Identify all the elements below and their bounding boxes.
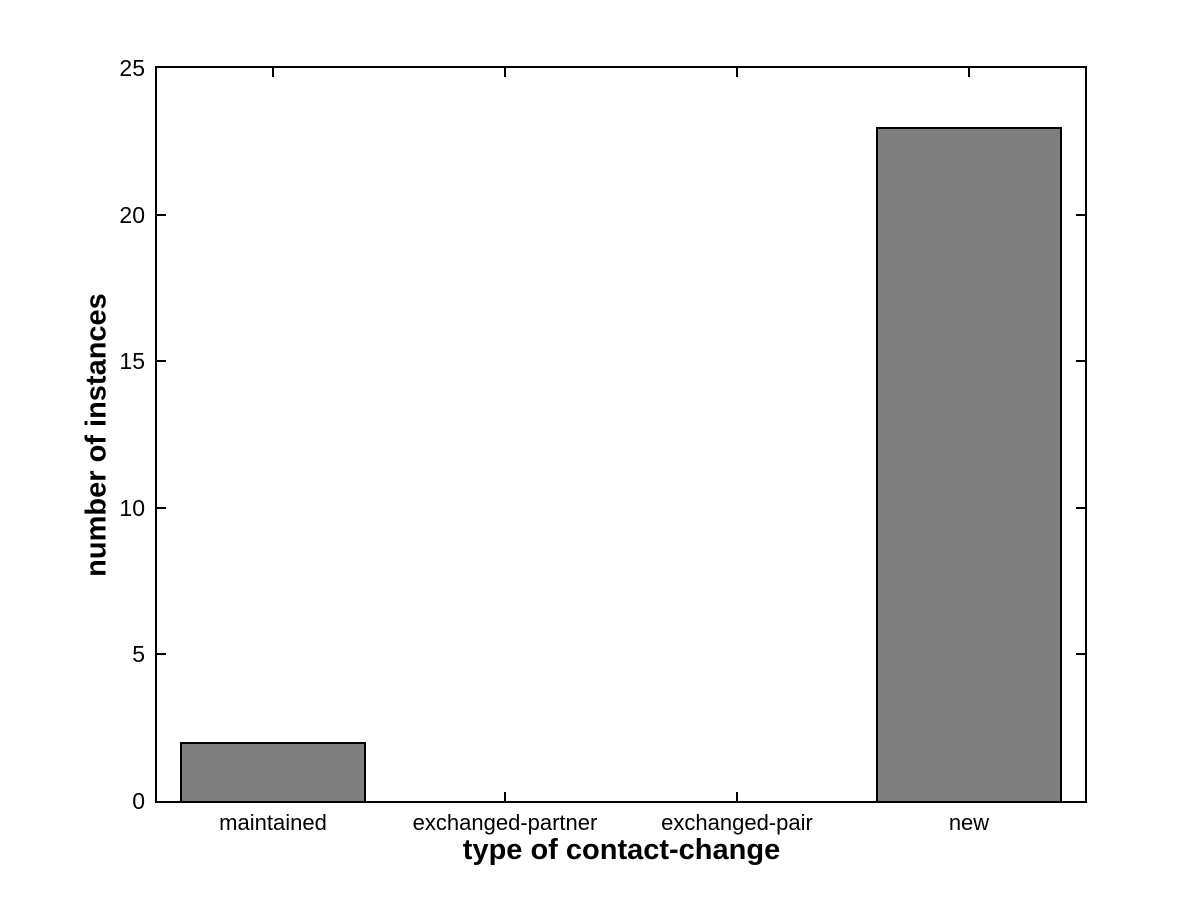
tick-mark — [504, 792, 506, 801]
tick-mark — [157, 360, 166, 363]
x-tick-label: maintained — [219, 810, 327, 835]
tick-mark — [736, 792, 738, 801]
tick-mark — [157, 506, 166, 509]
tick-mark — [968, 68, 970, 77]
tick-mark — [272, 68, 274, 77]
y-tick-label: 10 — [119, 494, 145, 521]
tick-mark — [157, 653, 166, 656]
tick-mark — [1076, 360, 1085, 363]
x-tick-label: exchanged-partner — [412, 810, 598, 835]
y-tick-label: 0 — [132, 788, 145, 814]
y-tick-label: 5 — [132, 641, 145, 668]
plot-area — [155, 66, 1087, 803]
y-tick-label: 20 — [119, 201, 145, 228]
bar-maintained — [180, 742, 366, 801]
bar-new — [876, 126, 1062, 801]
x-tick-label: exchanged-pair — [661, 810, 813, 835]
tick-mark — [1076, 506, 1085, 509]
x-axis-label: type of contact-change — [462, 834, 781, 866]
y-axis-label: number of instances — [80, 293, 113, 577]
tick-mark — [157, 213, 166, 216]
y-tick-label: 15 — [119, 348, 145, 375]
x-tick-label: new — [948, 810, 990, 835]
tick-mark — [1076, 213, 1085, 216]
y-tick-label: 25 — [119, 55, 145, 81]
tick-mark — [736, 68, 738, 77]
tick-mark — [504, 68, 506, 77]
tick-mark — [1076, 653, 1085, 656]
